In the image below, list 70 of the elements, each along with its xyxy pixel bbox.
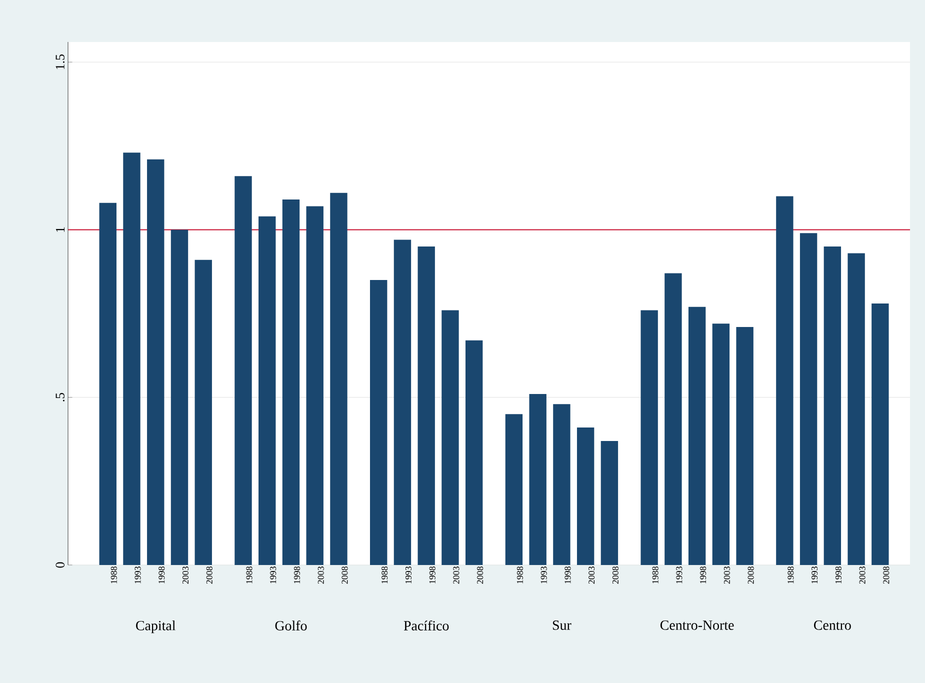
text: 1993 bbox=[270, 566, 276, 584]
text: 2008 bbox=[342, 566, 348, 584]
text: 1993 bbox=[676, 566, 682, 584]
x-tick-label: Pacífico bbox=[404, 620, 449, 630]
bar bbox=[418, 246, 435, 565]
x-tick-label: Centro-Norte bbox=[660, 620, 734, 630]
bar bbox=[330, 192, 348, 565]
text: 1993 bbox=[405, 566, 412, 584]
text: 2008 bbox=[748, 566, 754, 584]
bar bbox=[123, 152, 140, 565]
bar bbox=[99, 202, 116, 565]
bar bbox=[465, 340, 483, 565]
x-tick-label: Sur bbox=[552, 620, 572, 630]
bar bbox=[824, 246, 842, 565]
bar bbox=[282, 200, 300, 565]
text: 1998 bbox=[429, 566, 436, 584]
bar bbox=[394, 240, 412, 565]
text: 2008 bbox=[883, 566, 890, 584]
text: 2003 bbox=[453, 566, 460, 584]
text: 1988 bbox=[652, 566, 658, 584]
text: 1998 bbox=[700, 566, 706, 584]
text: 1988 bbox=[516, 566, 523, 584]
bar bbox=[872, 303, 889, 565]
text: 2003 bbox=[588, 566, 595, 584]
text: 2003 bbox=[182, 566, 189, 584]
text: 1993 bbox=[134, 566, 141, 584]
bar bbox=[776, 196, 794, 565]
text: 1988 bbox=[246, 566, 252, 584]
bar bbox=[258, 216, 276, 565]
bar bbox=[170, 230, 188, 565]
x-tick-label: Golfo bbox=[275, 620, 307, 630]
bar bbox=[529, 394, 546, 565]
bar bbox=[640, 310, 658, 565]
text: 1998 bbox=[294, 566, 300, 584]
bar bbox=[553, 404, 570, 565]
bar bbox=[800, 233, 818, 565]
bar bbox=[712, 324, 730, 565]
text: 1998 bbox=[835, 566, 842, 584]
bar bbox=[505, 414, 523, 565]
text: 2008 bbox=[612, 566, 618, 584]
bar bbox=[848, 253, 865, 565]
bar bbox=[234, 176, 252, 565]
x-tick-label: Centro bbox=[814, 620, 851, 630]
bar bbox=[194, 260, 212, 565]
y-tick-label: 1.5 bbox=[56, 54, 64, 70]
bar bbox=[442, 310, 459, 565]
bar bbox=[306, 206, 324, 565]
bar bbox=[600, 440, 618, 565]
y-tick-label: .5 bbox=[56, 393, 64, 402]
x-tick-label: Capital bbox=[136, 620, 176, 634]
text: 1998 bbox=[564, 566, 571, 584]
y-tick-label: 0 bbox=[56, 562, 64, 568]
bar bbox=[576, 428, 594, 565]
bar bbox=[664, 273, 682, 565]
bar bbox=[688, 306, 706, 565]
text: 2008 bbox=[477, 566, 484, 584]
y-tick-label: 1 bbox=[56, 227, 64, 232]
text: 1988 bbox=[110, 566, 117, 584]
text: 2003 bbox=[318, 566, 324, 584]
bar bbox=[736, 326, 754, 565]
text: 1993 bbox=[812, 566, 818, 584]
bar bbox=[370, 280, 388, 565]
text: 2003 bbox=[859, 566, 866, 584]
bar bbox=[147, 159, 164, 565]
text: 2003 bbox=[724, 566, 730, 584]
text: 1998 bbox=[158, 566, 165, 584]
text: 1988 bbox=[382, 566, 388, 584]
text: 1993 bbox=[540, 566, 547, 584]
text: 1988 bbox=[788, 566, 794, 584]
text: 2008 bbox=[206, 566, 212, 584]
